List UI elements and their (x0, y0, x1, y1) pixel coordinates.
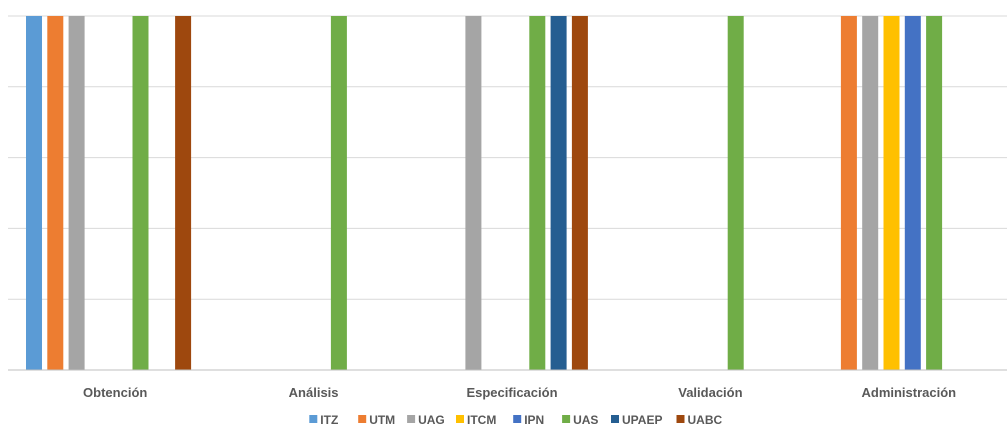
legend-item-uas: UAS (562, 413, 598, 427)
legend-swatch (513, 415, 522, 423)
bar-uas-especificacion (529, 16, 546, 370)
category-labels: Obtención Análisis Especificación Validació… (83, 385, 956, 400)
legend-swatch (358, 415, 367, 423)
legend-swatch (309, 415, 318, 423)
bars (26, 16, 943, 370)
category-label-administracion: Administración (861, 385, 956, 400)
gridlines (8, 15, 1007, 300)
legend-item-ipn: IPN (513, 413, 544, 427)
legend-swatch (562, 415, 571, 423)
bar-uas-analisis (330, 16, 347, 370)
bar-uag-administracion (862, 16, 879, 370)
legend-swatch (456, 415, 464, 423)
legend-swatch (611, 415, 619, 423)
legend-item-upaep: UPAEP (611, 413, 662, 427)
category-label-validacion: Validación (678, 385, 742, 400)
bar-uag-especificacion (465, 16, 482, 370)
bar-itcm-administracion (883, 16, 900, 370)
category-label-especificacion: Especificación (466, 385, 557, 400)
bar-uas-administracion (926, 16, 943, 370)
bar-utm-obtencion (47, 16, 64, 370)
legend-item-itz: ITZ (309, 413, 338, 427)
legend-label: UABC (688, 413, 723, 427)
legend-label: UTM (369, 413, 395, 427)
legend-label: UAG (418, 413, 445, 427)
legend-swatch (676, 415, 685, 423)
legend-label: UAS (573, 413, 598, 427)
bar-uabc-obtencion (175, 16, 192, 370)
bar-upaep-especificacion (550, 16, 567, 370)
legend-swatch (407, 415, 416, 423)
legend-label: IPN (524, 413, 544, 427)
legend-item-uag: UAG (407, 413, 445, 427)
bar-uag-obtencion (68, 16, 85, 370)
category-label-obtencion: Obtención (83, 385, 147, 400)
legend-label: ITCM (467, 413, 496, 427)
legend-label: ITZ (320, 413, 338, 427)
legend-item-utm: UTM (358, 413, 395, 427)
legend-item-uabc: UABC (676, 413, 723, 427)
legend-item-itcm: ITCM (456, 413, 496, 427)
category-label-analisis: Análisis (289, 385, 339, 400)
bar-uas-validacion (727, 16, 744, 370)
bar-itz-obtencion (26, 16, 42, 370)
bar-uabc-especificacion (571, 16, 588, 370)
legend: ITZ UTM UAG ITCM IPN UAS UPAEP UABC (309, 413, 722, 427)
bar-ipn-administracion (904, 16, 921, 370)
bar-utm-administracion (840, 16, 857, 370)
bar-uas-obtencion (132, 16, 149, 370)
legend-label: UPAEP (622, 413, 662, 427)
